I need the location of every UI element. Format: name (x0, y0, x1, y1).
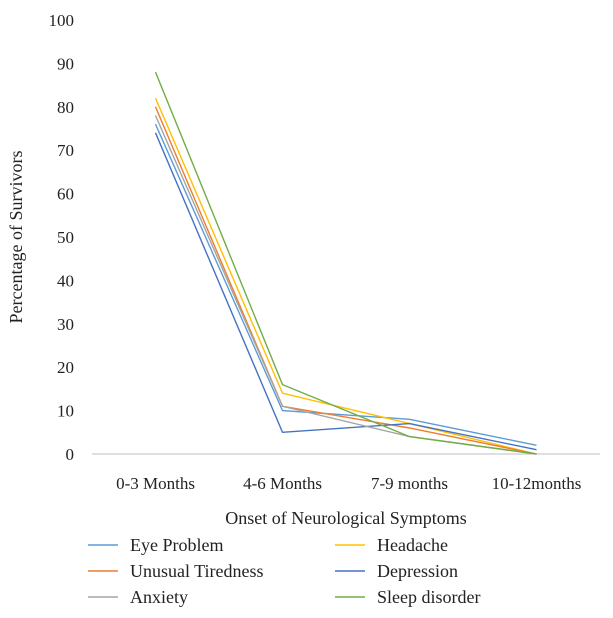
series-line (154, 115, 537, 455)
series-line (154, 106, 537, 455)
x-tick-label: 10-12months (492, 474, 582, 493)
y-tick-label: 70 (57, 141, 74, 160)
y-axis-title: Percentage of Survivors (6, 151, 26, 324)
y-tick-label: 90 (57, 54, 74, 73)
y-axis-ticks: 0 10 20 30 40 50 60 70 80 90 100 (49, 11, 75, 464)
series-line (154, 71, 537, 455)
y-tick-label: 20 (57, 358, 74, 377)
legend-label: Eye Problem (130, 535, 223, 555)
legend-label: Depression (377, 561, 458, 581)
y-tick-label: 100 (49, 11, 75, 30)
y-tick-label: 30 (57, 315, 74, 334)
series-line (154, 132, 537, 451)
x-tick-label: 7-9 months (371, 474, 448, 493)
x-tick-label: 4-6 Months (243, 474, 322, 493)
series-line (154, 97, 537, 455)
legend-label: Headache (377, 535, 448, 555)
y-tick-label: 0 (66, 445, 75, 464)
y-tick-label: 60 (57, 185, 74, 204)
legend-label: Anxiety (130, 587, 188, 607)
legend-label: Unusual Tiredness (130, 561, 264, 581)
legend: Eye Problem Headache Unusual Tiredness Depr… (88, 535, 480, 607)
y-tick-label: 80 (57, 98, 74, 117)
x-tick-label: 0-3 Months (116, 474, 195, 493)
x-axis-ticks: 0-3 Months 4-6 Months 7-9 months 10-12month… (116, 474, 581, 493)
legend-label: Sleep disorder (377, 587, 480, 607)
x-axis-title: Onset of Neurological Symptoms (225, 508, 466, 528)
y-tick-label: 10 (57, 402, 74, 421)
series-lines (154, 71, 537, 455)
y-tick-label: 50 (57, 228, 74, 247)
y-tick-label: 40 (57, 271, 74, 290)
series-line (154, 123, 537, 446)
